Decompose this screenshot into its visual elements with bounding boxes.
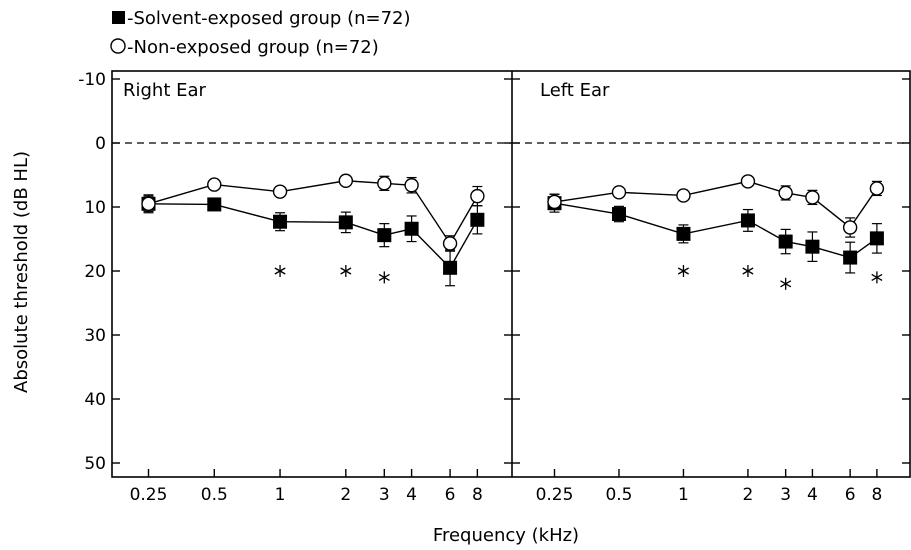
significance-asterisk bbox=[678, 265, 688, 277]
data-point-square bbox=[405, 222, 419, 236]
data-point-circle bbox=[870, 182, 883, 195]
significance-asterisk bbox=[743, 265, 753, 277]
data-point-square bbox=[377, 228, 391, 242]
data-point-circle bbox=[378, 177, 391, 190]
x-tick-label: 8 bbox=[472, 485, 483, 505]
data-point-circle bbox=[339, 174, 352, 187]
significance-asterisk bbox=[341, 265, 351, 277]
data-point-square bbox=[612, 207, 626, 221]
data-point-circle bbox=[405, 179, 418, 192]
data-point-square bbox=[676, 227, 690, 241]
data-point-circle bbox=[844, 221, 857, 234]
significance-asterisk bbox=[872, 271, 882, 283]
x-tick-label: 0.5 bbox=[201, 485, 228, 505]
legend-label-non-exposed: -Non-exposed group (n=72) bbox=[127, 37, 379, 58]
significance-asterisk bbox=[780, 278, 790, 290]
x-tick-label: 4 bbox=[807, 485, 818, 505]
legend-label-solvent-exposed: -Solvent-exposed group (n=72) bbox=[127, 8, 411, 29]
data-point-square bbox=[805, 240, 819, 254]
significance-asterisk bbox=[275, 265, 285, 277]
data-point-circle bbox=[677, 189, 690, 202]
data-point-circle bbox=[548, 195, 561, 208]
series-line bbox=[555, 181, 877, 227]
data-point-square bbox=[470, 213, 484, 227]
series-line bbox=[149, 181, 478, 244]
data-point-circle bbox=[779, 186, 792, 199]
data-point-square bbox=[870, 231, 884, 245]
x-tick-label: 1 bbox=[678, 485, 689, 505]
x-tick-label: 4 bbox=[406, 485, 417, 505]
x-tick-label: 3 bbox=[379, 485, 390, 505]
panel-title-left-ear: Left Ear bbox=[540, 80, 610, 101]
x-tick-label: 2 bbox=[340, 485, 351, 505]
data-point-square bbox=[843, 251, 857, 265]
y-tick-label: 30 bbox=[84, 326, 106, 346]
x-tick-label: 3 bbox=[780, 485, 791, 505]
data-point-square bbox=[779, 235, 793, 249]
data-point-square bbox=[443, 261, 457, 275]
data-point-square bbox=[741, 213, 755, 227]
data-point-circle bbox=[471, 190, 484, 203]
panel-title-right-ear: Right Ear bbox=[123, 80, 207, 101]
y-tick-label: 40 bbox=[84, 390, 106, 410]
y-tick-label: 50 bbox=[84, 454, 106, 474]
x-axis-title: Frequency (kHz) bbox=[433, 525, 579, 546]
legend: -Solvent-exposed group (n=72) -Non-expos… bbox=[111, 8, 411, 58]
y-axis-title: Absolute threshold (dB HL) bbox=[11, 151, 32, 393]
data-point-circle bbox=[274, 185, 287, 198]
x-tick-label: 1 bbox=[275, 485, 286, 505]
data-point-circle bbox=[612, 186, 625, 199]
data-point-square bbox=[273, 215, 287, 229]
series-line bbox=[149, 204, 478, 268]
x-tick-label: 6 bbox=[845, 485, 856, 505]
y-tick-label: -10 bbox=[78, 70, 106, 90]
data-point-circle bbox=[142, 197, 155, 210]
data-point-square bbox=[339, 215, 353, 229]
significance-asterisk bbox=[379, 271, 389, 283]
y-tick-label: 20 bbox=[84, 262, 106, 282]
data-point-square bbox=[207, 197, 221, 211]
series-line bbox=[555, 203, 877, 257]
x-tick-label: 2 bbox=[743, 485, 754, 505]
legend-marker-non-exposed bbox=[111, 39, 125, 53]
y-tick-label: 0 bbox=[95, 134, 106, 154]
data-point-circle bbox=[208, 178, 221, 191]
x-tick-label: 0.25 bbox=[536, 485, 574, 505]
data-point-circle bbox=[741, 175, 754, 188]
x-tick-label: 6 bbox=[445, 485, 456, 505]
plot-frame bbox=[112, 71, 910, 477]
x-tick-label: 8 bbox=[871, 485, 882, 505]
data-point-circle bbox=[444, 237, 457, 250]
y-tick-label: 10 bbox=[84, 198, 106, 218]
x-tick-label: 0.25 bbox=[130, 485, 168, 505]
data-point-circle bbox=[806, 191, 819, 204]
x-tick-label: 0.5 bbox=[605, 485, 632, 505]
legend-marker-solvent-exposed bbox=[112, 11, 125, 24]
